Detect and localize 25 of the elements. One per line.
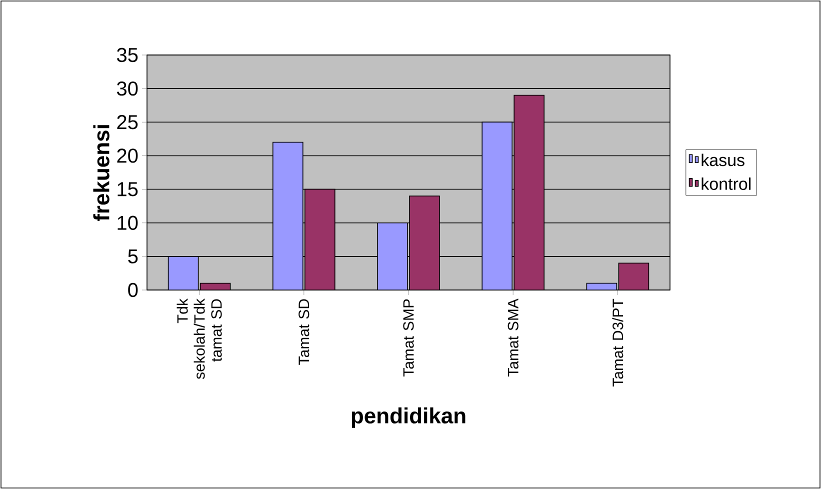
x-tick-label: Tdk sekolah/Tdk tamat SD [176, 298, 222, 379]
x-tick-label: Tamat SD [298, 299, 310, 365]
y-tick-label: 25 [117, 115, 138, 130]
y-tick-label: 35 [117, 48, 138, 62]
y-tick-label: 15 [118, 182, 138, 196]
bar [377, 222, 408, 290]
y-tick-label: 10 [118, 216, 138, 230]
bar [514, 94, 544, 290]
x-tick-label: Tamat D3/PT [612, 298, 624, 387]
y-axis-title: frekuensi [93, 125, 110, 222]
bar [168, 256, 199, 290]
bar [304, 188, 336, 290]
bar [272, 142, 304, 290]
y-tick-label: 30 [117, 81, 138, 96]
bar [618, 262, 650, 290]
x-axis-title: pendidikan [352, 407, 466, 428]
y-tick-label: 0 [128, 282, 138, 298]
x-tick-label: Tamat SMP [403, 299, 414, 377]
x-tick-label: Tamat SMA [508, 298, 518, 377]
y-tick-label: 20 [117, 148, 138, 163]
bar [409, 196, 440, 290]
y-tick-label: 5 [128, 249, 138, 264]
bar [482, 122, 513, 290]
legend-label: kasus [702, 154, 744, 166]
legend-label: kontrol [702, 178, 751, 190]
